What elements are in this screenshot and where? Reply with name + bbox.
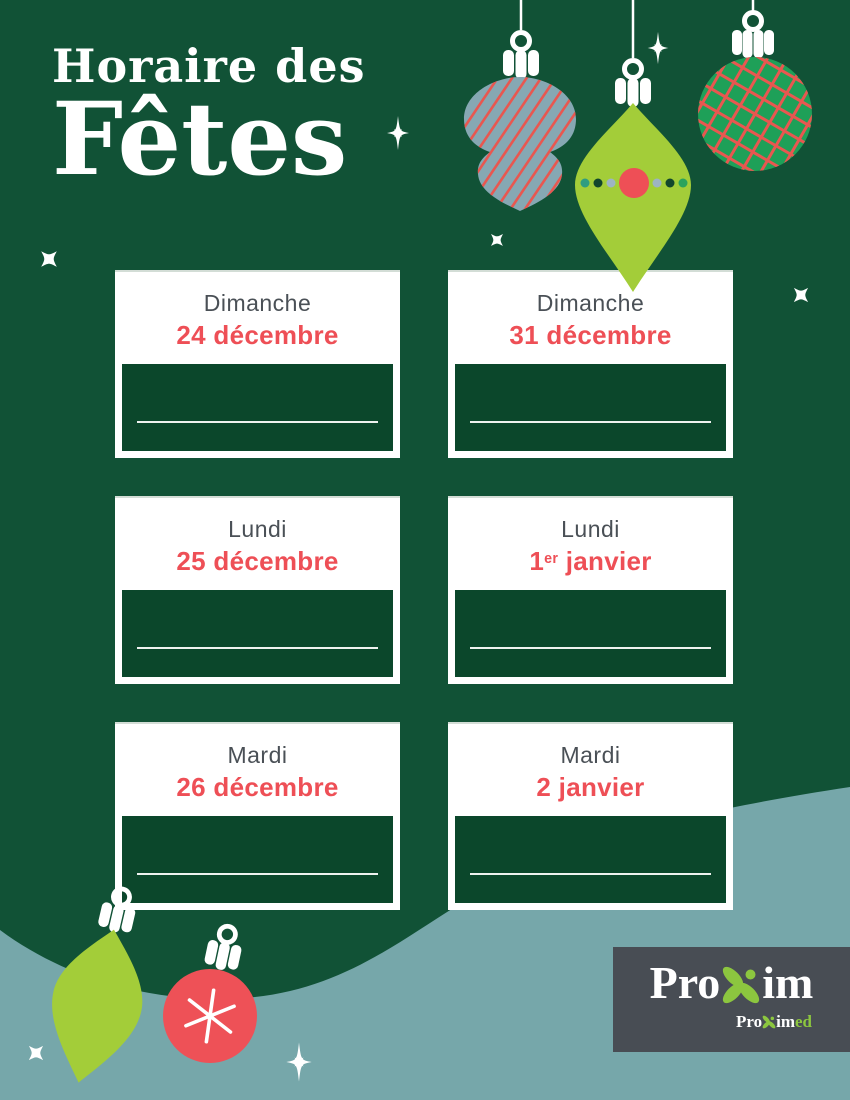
proxim-wordmark: Pro im bbox=[613, 960, 850, 1006]
card-hours-area bbox=[455, 816, 726, 903]
hours-blank-line bbox=[470, 873, 711, 875]
card-date-label: 25 décembre bbox=[176, 545, 339, 576]
schedule-grid: Dimanche 24 décembre Dimanche 31 décembr… bbox=[115, 270, 733, 910]
proxim-logo-box: Pro im Pro im ed bbox=[613, 947, 850, 1052]
card-day-label: Dimanche bbox=[203, 289, 312, 316]
schedule-card-dec24: Dimanche 24 décembre bbox=[115, 270, 400, 458]
card-hours-area bbox=[122, 590, 393, 677]
hours-blank-line bbox=[137, 647, 378, 649]
card-date-label: 2 janvier bbox=[536, 771, 645, 802]
card-day-label: Mardi bbox=[227, 741, 288, 768]
card-hours-area bbox=[122, 816, 393, 903]
card-header: Mardi 2 janvier bbox=[455, 724, 726, 816]
card-day-label: Dimanche bbox=[536, 289, 645, 316]
hours-blank-line bbox=[137, 421, 378, 423]
card-hours-area bbox=[455, 364, 726, 451]
proximed-leaf-x-icon bbox=[762, 1015, 776, 1029]
wordmark-pre: Pro bbox=[649, 957, 721, 1008]
card-header: Lundi 1er janvier bbox=[455, 498, 726, 590]
card-date-label: 31 décembre bbox=[509, 319, 672, 350]
card-hours-area bbox=[122, 364, 393, 451]
proximed-wordmark: Pro im ed bbox=[736, 1013, 812, 1030]
card-header: Lundi 25 décembre bbox=[122, 498, 393, 590]
title-line1: Horaire des bbox=[52, 39, 366, 93]
schedule-card-jan2: Mardi 2 janvier bbox=[448, 722, 733, 910]
card-header: Dimanche 31 décembre bbox=[455, 272, 726, 364]
card-date-label: 1er janvier bbox=[529, 545, 652, 576]
hours-blank-line bbox=[470, 421, 711, 423]
card-hours-area bbox=[455, 590, 726, 677]
wordmark-post: im bbox=[762, 957, 814, 1008]
schedule-card-jan1: Lundi 1er janvier bbox=[448, 496, 733, 684]
card-date-label: 24 décembre bbox=[176, 319, 339, 350]
schedule-card-dec26: Mardi 26 décembre bbox=[115, 722, 400, 910]
poster-title: Horaire des Fêtes bbox=[52, 39, 366, 198]
sub-wordmark-mid: im bbox=[776, 1012, 795, 1031]
schedule-card-dec25: Lundi 25 décembre bbox=[115, 496, 400, 684]
sub-wordmark-pre: Pro bbox=[735, 1012, 763, 1031]
proxim-leaf-x-icon bbox=[723, 966, 760, 1004]
title-line2: Fêtes bbox=[52, 79, 348, 198]
card-header: Dimanche 24 décembre bbox=[122, 272, 393, 364]
schedule-card-dec31: Dimanche 31 décembre bbox=[448, 270, 733, 458]
card-day-label: Lundi bbox=[228, 515, 287, 542]
hours-blank-line bbox=[470, 647, 711, 649]
card-day-label: Lundi bbox=[561, 515, 620, 542]
sub-wordmark-suffix: ed bbox=[795, 1012, 812, 1031]
card-header: Mardi 26 décembre bbox=[122, 724, 393, 816]
hours-blank-line bbox=[137, 873, 378, 875]
card-day-label: Mardi bbox=[560, 741, 621, 768]
card-date-label: 26 décembre bbox=[176, 771, 339, 802]
